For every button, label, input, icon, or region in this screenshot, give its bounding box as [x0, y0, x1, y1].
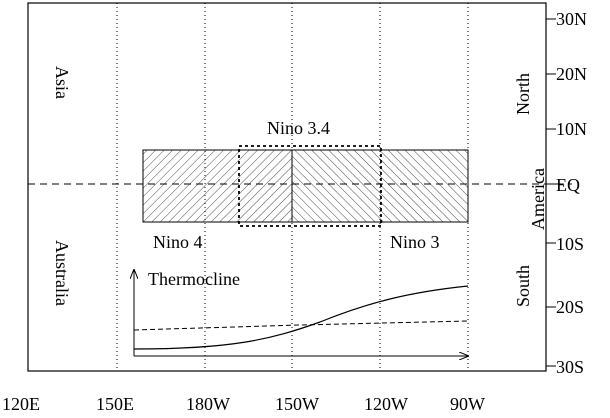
australia-label: Australia — [52, 240, 72, 306]
y-tick-label: 30S — [556, 357, 584, 377]
nino34-region — [238, 145, 382, 227]
x-tick-label: 90W — [450, 394, 485, 414]
latitude-labels: 30N 20N 10N EQ 10S 20S 30S — [556, 9, 587, 377]
x-tick-label: 120E — [2, 394, 40, 414]
y-tick-label: EQ — [556, 175, 580, 195]
nino3-region — [291, 149, 469, 223]
nino4-region — [142, 149, 293, 223]
nino3-label: Nino 3 — [390, 232, 440, 252]
thermocline-curve-solid — [133, 285, 469, 350]
thermocline-label: Thermocline — [148, 269, 240, 289]
longitude-labels: 120E 150E 180W 150W 120W 90W — [2, 394, 485, 414]
latitude-ticks — [546, 18, 556, 367]
y-tick-label: 10S — [556, 234, 584, 254]
asia-label: Asia — [52, 66, 72, 99]
y-tick-label: 20S — [556, 297, 584, 317]
y-tick-label: 20N — [556, 64, 587, 84]
x-tick-label: 180W — [186, 394, 230, 414]
thermocline-inset: Thermocline — [134, 269, 468, 356]
x-tick-label: 150W — [275, 394, 319, 414]
x-tick-label: 150E — [96, 394, 134, 414]
y-tick-label: 30N — [556, 9, 587, 29]
north-label: North — [513, 73, 533, 115]
south-label: South — [513, 265, 533, 307]
nino4-label: Nino 4 — [153, 232, 203, 252]
x-tick-label: 120W — [364, 394, 408, 414]
map-frame — [27, 2, 547, 372]
y-tick-label: 10N — [556, 119, 587, 139]
america-label: America — [528, 168, 548, 230]
nino34-label: Nino 3.4 — [267, 118, 330, 138]
